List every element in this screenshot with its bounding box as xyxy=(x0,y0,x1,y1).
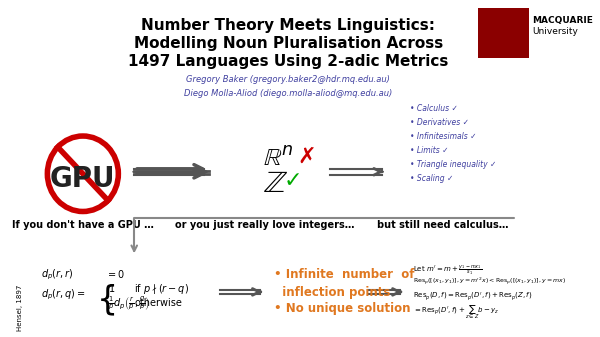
Text: If you don't have a GPU …: If you don't have a GPU … xyxy=(12,220,154,231)
Text: or you just really love integers…: or you just really love integers… xyxy=(175,220,355,231)
Text: ✓: ✓ xyxy=(284,171,302,191)
Text: • Infinitesimals ✓: • Infinitesimals ✓ xyxy=(410,132,476,141)
Text: Hensel, 1897: Hensel, 1897 xyxy=(17,285,23,331)
Text: $d_p(r,r)$: $d_p(r,r)$ xyxy=(41,268,73,282)
Text: • Derivatives ✓: • Derivatives ✓ xyxy=(410,118,469,127)
Text: $= \mathrm{Res}_p(D', f) + \sum_{z \in Z} b - y_z$: $= \mathrm{Res}_p(D', f) + \sum_{z \in Z… xyxy=(413,303,499,320)
Text: Number Theory Meets Linguistics:: Number Theory Meets Linguistics: xyxy=(142,18,436,33)
Text: GPU: GPU xyxy=(50,165,116,193)
Text: University: University xyxy=(532,27,578,36)
Text: • Triangle inequality ✓: • Triangle inequality ✓ xyxy=(410,160,496,169)
Text: • Calculus ✓: • Calculus ✓ xyxy=(410,104,458,113)
Text: $1$: $1$ xyxy=(108,282,115,294)
Text: • No unique solution: • No unique solution xyxy=(274,302,411,315)
Text: $\mathrm{Res}_p(D, f) = \mathrm{Res}_p(D', f) + \mathrm{Res}_p(Z, f)$: $\mathrm{Res}_p(D, f) = \mathrm{Res}_p(D… xyxy=(413,291,532,303)
Text: Let $m' = m + \frac{y_1 - mx_1}{s_1}$: Let $m' = m + \frac{y_1 - mx_1}{s_1}$ xyxy=(413,263,482,277)
Text: ✗: ✗ xyxy=(298,147,316,167)
Text: $\mathbb{Z}$: $\mathbb{Z}$ xyxy=(263,169,288,198)
Text: Modelling Noun Pluralisation Across: Modelling Noun Pluralisation Across xyxy=(134,36,443,51)
Text: • Scaling ✓: • Scaling ✓ xyxy=(410,174,453,183)
Text: otherwise: otherwise xyxy=(134,298,182,308)
Text: $\mathbb{R}^n$: $\mathbb{R}^n$ xyxy=(263,147,293,171)
Text: • Limits ✓: • Limits ✓ xyxy=(410,146,448,155)
Text: Gregory Baker (gregory.baker2@hdr.mq.edu.au): Gregory Baker (gregory.baker2@hdr.mq.edu… xyxy=(187,75,390,85)
Text: MACQUARIE: MACQUARIE xyxy=(532,16,593,25)
Text: {: { xyxy=(97,283,118,316)
Text: • Infinite  number  of
  inflection points: • Infinite number of inflection points xyxy=(274,268,415,299)
Text: 1497 Languages Using 2-adic Metrics: 1497 Languages Using 2-adic Metrics xyxy=(128,54,449,69)
Text: $=0$: $=0$ xyxy=(106,268,125,280)
Text: Diego Molla-Aliod (diego.molla-aliod@mq.edu.au): Diego Molla-Aliod (diego.molla-aliod@mq.… xyxy=(184,89,392,98)
Text: $d_p(r,q) =$: $d_p(r,q) =$ xyxy=(41,288,85,302)
Text: if $p \nmid (r-q)$: if $p \nmid (r-q)$ xyxy=(134,282,189,296)
Text: $\mathrm{Res}_p([(x_1,y_1)], y=m'^2x) < \mathrm{Res}_p([(x_1,y_1)], y=mx)$: $\mathrm{Res}_p([(x_1,y_1)], y=m'^2x) < … xyxy=(413,275,566,286)
Text: $\frac{1}{p} d_p\left(\frac{r}{p}, \frac{q}{p}\right)$: $\frac{1}{p} d_p\left(\frac{r}{p}, \frac… xyxy=(108,295,150,313)
FancyBboxPatch shape xyxy=(478,8,529,58)
Text: but still need calculus…: but still need calculus… xyxy=(377,220,508,231)
